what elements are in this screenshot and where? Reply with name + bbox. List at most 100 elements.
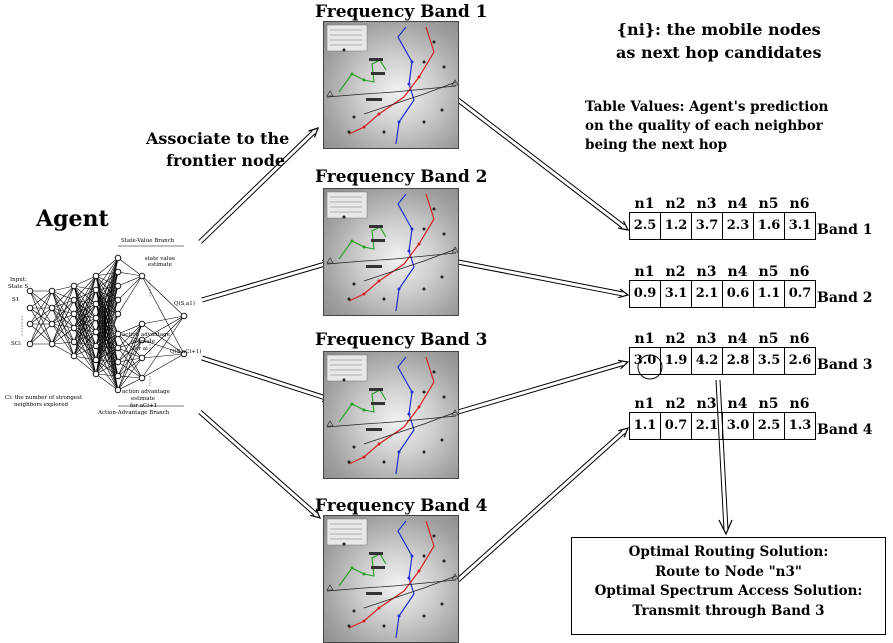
table-header-cell: n1 xyxy=(634,264,655,280)
nn-node xyxy=(48,304,56,312)
table-value-cell: 1.2 xyxy=(661,213,692,239)
table-header-cell: n5 xyxy=(758,196,779,212)
table-value-cell: 2.5 xyxy=(630,213,661,239)
table-value-cell: 1.1 xyxy=(754,281,785,307)
table-values-note-line2: on the quality of each neighbor xyxy=(585,118,823,134)
input-state-label: State S xyxy=(8,284,29,290)
arrow-line xyxy=(202,355,328,397)
nn-node xyxy=(92,370,100,378)
nn-node xyxy=(180,312,188,320)
table-value-cell: 0.7 xyxy=(788,286,812,301)
agent-title: Agent xyxy=(36,206,109,232)
arrow-line xyxy=(201,133,316,244)
table-header-cell: n3 xyxy=(696,396,717,412)
mobile-nodes-note: {ni}: the mobile nodes as next hop candi… xyxy=(616,18,821,64)
arrow-line xyxy=(456,101,623,229)
action-adv-ci-label-1: action advantage xyxy=(122,389,170,395)
table-value-cell: 1.3 xyxy=(788,418,812,433)
action-adv-ci-label-2: estimate xyxy=(131,396,156,402)
table-value-cell: 2.1 xyxy=(692,281,723,307)
nn-node xyxy=(138,320,146,328)
band-4-title: Frequency Band 4 xyxy=(315,496,488,516)
table-header-cell: n6 xyxy=(789,264,810,280)
table-header-cell: n5 xyxy=(758,396,779,412)
input-label: Input: xyxy=(10,277,27,283)
table-values-note-line3: being the next hop xyxy=(585,137,728,153)
table-header-cell: n6 xyxy=(789,396,810,412)
nn-node xyxy=(92,328,100,336)
band-3-network-map xyxy=(323,351,459,479)
arrow-line xyxy=(458,365,623,415)
action-adv-ci-label-3: for aCi+1 xyxy=(130,403,158,409)
arrow-line xyxy=(458,98,625,226)
mobile-nodes-note-line2: as next hop candidates xyxy=(616,43,822,62)
table-value-cell: 3.0 xyxy=(630,348,661,374)
arrow-line xyxy=(458,433,626,582)
arrow-line xyxy=(458,259,623,293)
table-band-label: Band 4 xyxy=(817,422,873,438)
nn-node xyxy=(114,310,122,318)
associate-label-line2: frontier node xyxy=(166,151,286,170)
nn-node xyxy=(26,320,34,328)
arrow-head xyxy=(618,220,630,231)
arrow-line xyxy=(198,413,315,516)
sci-label: SCi xyxy=(11,341,21,347)
q1-label: Q(S,a1) xyxy=(174,301,195,307)
solution-line2: Route to Node "n3" xyxy=(655,563,802,580)
arrow-line xyxy=(202,265,327,303)
associate-label-line1: Associate to the xyxy=(146,129,290,148)
nn-node xyxy=(114,254,122,262)
arrow-head xyxy=(618,288,630,299)
table-value-cell: 2.1 xyxy=(692,413,723,439)
nn-node xyxy=(138,336,146,344)
nn-node xyxy=(92,286,100,294)
table-header-cell: n6 xyxy=(789,196,810,212)
table-header-cell: n2 xyxy=(665,196,686,212)
network-map-drawing xyxy=(326,354,458,475)
network-map-drawing xyxy=(326,518,458,639)
nn-node xyxy=(70,296,78,304)
nn-node xyxy=(48,320,56,328)
arrow-line xyxy=(201,359,326,401)
table-header-cell: n1 xyxy=(634,396,655,412)
action-adv-i-label-3: for ai xyxy=(133,346,148,352)
nn-node xyxy=(114,268,122,276)
band-3-title: Frequency Band 3 xyxy=(315,330,488,350)
table-header-row: n1 n2 n3 n4 n5 n6 xyxy=(629,396,816,412)
table-value-cell: 0.6 xyxy=(723,281,754,307)
state-value-branch-label: State-Value Branch xyxy=(121,238,175,244)
table-value-cell: 4.2 xyxy=(692,348,723,374)
nn-node xyxy=(180,350,188,358)
nn-node xyxy=(92,314,100,322)
table-header-cell: n1 xyxy=(634,331,655,347)
band-2-title: Frequency Band 2 xyxy=(315,167,488,187)
table-value-cell: 0.9 xyxy=(630,281,661,307)
action-adv-i-label-1: action advantage xyxy=(122,332,170,338)
nn-node xyxy=(26,340,34,348)
table-value-cell: 0.7 xyxy=(661,413,692,439)
table-value-row: 0.9 3.1 2.1 0.6 1.1 0.7 xyxy=(629,280,816,308)
table-value-cell: 1.1 xyxy=(630,413,661,439)
table-header-cell: n3 xyxy=(696,331,717,347)
nn-node xyxy=(92,300,100,308)
nn-node xyxy=(92,356,100,364)
dueling-network-diagram xyxy=(21,245,188,407)
table-band-label: Band 3 xyxy=(817,357,873,373)
nn-node xyxy=(70,282,78,290)
table-values-note-line1: Table Values: Agent's prediction xyxy=(585,99,829,115)
table-value-cell: 1.6 xyxy=(754,213,785,239)
nn-node xyxy=(70,324,78,332)
action-adv-branch-label: Action-Advantage Branch xyxy=(98,410,170,416)
ci-note-label-1: Ci: the number of strongest xyxy=(5,395,83,401)
mobile-nodes-note-line1: {ni}: the mobile nodes xyxy=(616,20,821,39)
arrow-line xyxy=(456,430,623,579)
table-header-cell: n4 xyxy=(727,196,748,212)
table-header-row: n1 n2 n3 n4 n5 n6 xyxy=(629,331,816,347)
table-value-cell: 2.8 xyxy=(723,348,754,374)
arrow-head xyxy=(618,427,630,438)
network-map-drawing xyxy=(326,191,458,312)
table-value-cell: 3.7 xyxy=(692,213,723,239)
nn-node xyxy=(138,272,146,280)
table-value-cell: 3.1 xyxy=(661,281,692,307)
table-value-cell: 1.9 xyxy=(661,348,692,374)
